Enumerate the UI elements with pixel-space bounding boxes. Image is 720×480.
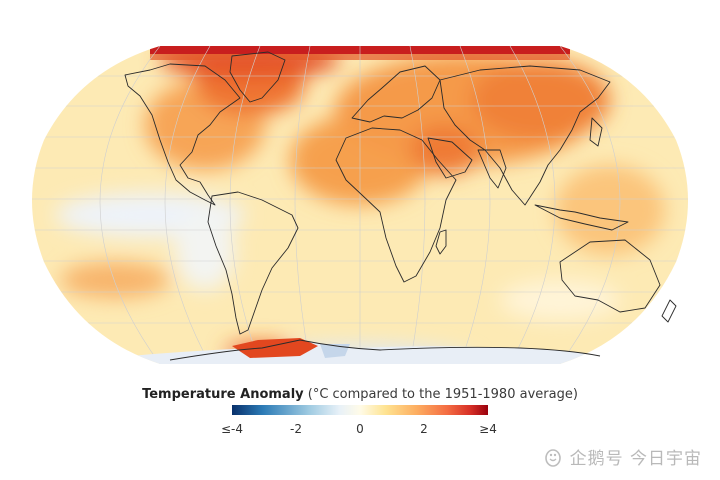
coast-asia <box>439 65 611 206</box>
penguin-logo-icon <box>544 448 561 467</box>
coast-india <box>477 149 507 189</box>
scale-tick-pos2: 2 <box>420 422 428 436</box>
coast-greenland <box>229 51 286 103</box>
coast-africa <box>335 127 457 283</box>
watermark-text: 企鹅号 今日宇宙 <box>569 449 702 469</box>
coast-new-zealand <box>661 299 677 323</box>
coast-arabia <box>427 137 473 179</box>
coast-australia <box>559 239 661 313</box>
color-scale-bar <box>232 405 488 415</box>
coast-north-america <box>124 63 241 206</box>
scale-tick-zero: 0 <box>356 422 364 436</box>
coast-south-america <box>207 191 299 335</box>
coast-madagascar <box>435 229 447 255</box>
map-field <box>32 46 688 364</box>
scale-tick-min: ≤-4 <box>220 422 244 436</box>
legend-title-rest: (°C compared to the 1951-1980 average) <box>303 387 578 402</box>
temperature-anomaly-map <box>32 46 688 364</box>
coast-europe <box>351 65 441 123</box>
antarctic-peninsula-hot <box>232 338 318 358</box>
scale-tick-max: ≥4 <box>479 422 497 436</box>
legend-title: Temperature Anomaly (°C compared to the … <box>0 387 720 402</box>
watermark: 企鹅号 今日宇宙 <box>542 444 702 469</box>
coast-antarctica <box>169 339 601 361</box>
coastlines <box>124 51 677 361</box>
coast-indonesia <box>534 204 629 231</box>
scale-tick-neg2: -2 <box>290 422 302 436</box>
graticule <box>32 46 688 364</box>
legend-title-bold: Temperature Anomaly <box>142 387 304 402</box>
coast-japan <box>589 117 603 147</box>
